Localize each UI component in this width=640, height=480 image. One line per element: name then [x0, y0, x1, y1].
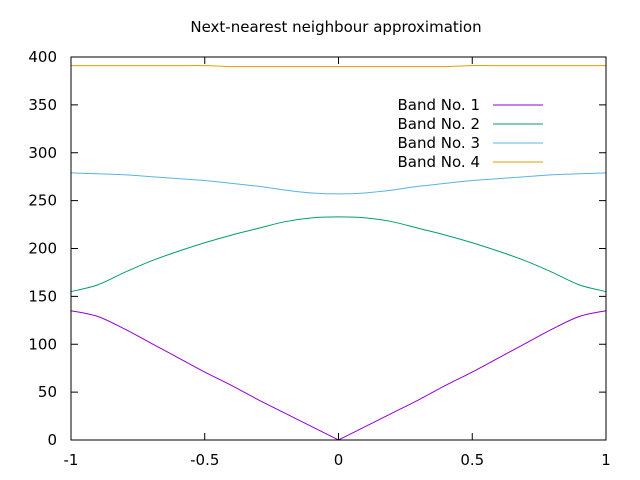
x-tick-label: -1	[64, 451, 79, 469]
y-tick-label: 0	[47, 431, 57, 449]
axis-frame	[70, 56, 607, 441]
x-tick-label: 0	[334, 451, 344, 469]
y-tick-label: 400	[28, 48, 57, 66]
x-tick-label: -0.5	[190, 451, 219, 469]
x-tick-label: 0.5	[460, 451, 484, 469]
series-line-band-2	[70, 216, 607, 293]
y-tick-label: 50	[38, 383, 57, 401]
x-tick-label: 1	[601, 451, 611, 469]
ticks-layer: 0 50 100 150 200 250 300 350 400 -1 -0.5 0 0.5 1	[28, 48, 610, 469]
series-line-band-3	[70, 172, 607, 195]
y-tick-label: 100	[28, 335, 57, 353]
y-tick-label: 350	[28, 96, 57, 114]
legend-label-band-1: Band No. 1	[398, 96, 481, 114]
y-tick-label: 150	[28, 287, 57, 305]
series-line-band-4	[71, 65, 606, 68]
y-tick-label: 250	[28, 192, 57, 210]
series-line-band-1	[70, 310, 607, 441]
legend-label-band-2: Band No. 2	[398, 115, 481, 133]
plot-area: 0 50 100 150 200 250 300 350 400 -1 -0.5 0 0.5 1	[28, 48, 610, 469]
legend-label-band-4: Band No. 4	[398, 153, 481, 171]
series-layer	[70, 65, 607, 441]
y-tick-label: 200	[28, 240, 57, 258]
chart-title: Next-nearest neighbour approximation	[190, 18, 481, 36]
y-tick-label: 300	[28, 144, 57, 162]
legend-label-band-3: Band No. 3	[398, 134, 481, 152]
